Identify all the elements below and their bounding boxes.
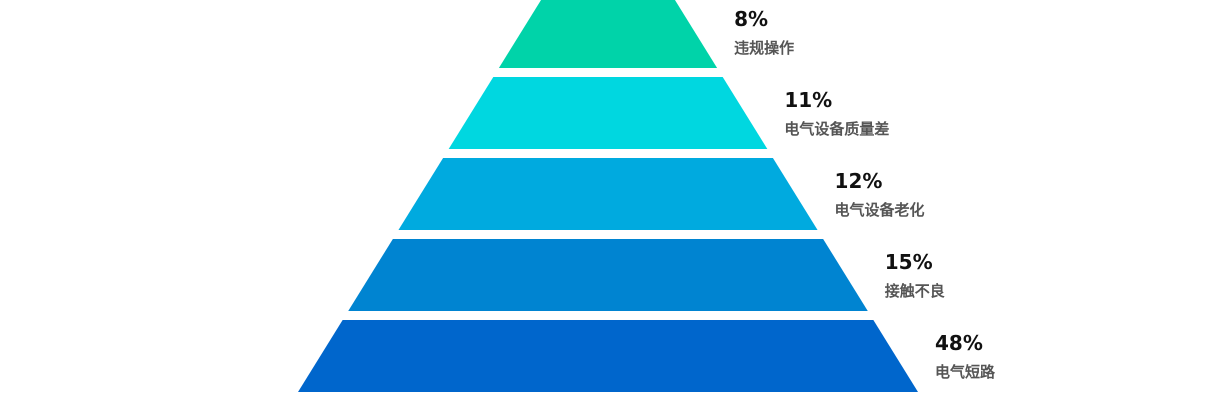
category-label: 接触不良 [885,282,945,300]
pyramid-layer [498,0,718,68]
pyramid-layer [348,239,868,311]
value-label: 12% [835,169,883,193]
pyramid-layer [448,77,768,149]
category-label: 违规操作 [734,39,794,57]
category-label: 电气设备质量差 [784,120,889,138]
value-label: 8% [734,7,768,31]
value-label: 15% [885,250,933,274]
value-label: 48% [935,331,983,355]
value-label: 11% [784,88,832,112]
category-label: 电气设备老化 [835,201,925,219]
pyramid-layer [298,320,918,392]
pyramid-layer [398,158,818,230]
category-label: 电气短路 [935,363,996,381]
